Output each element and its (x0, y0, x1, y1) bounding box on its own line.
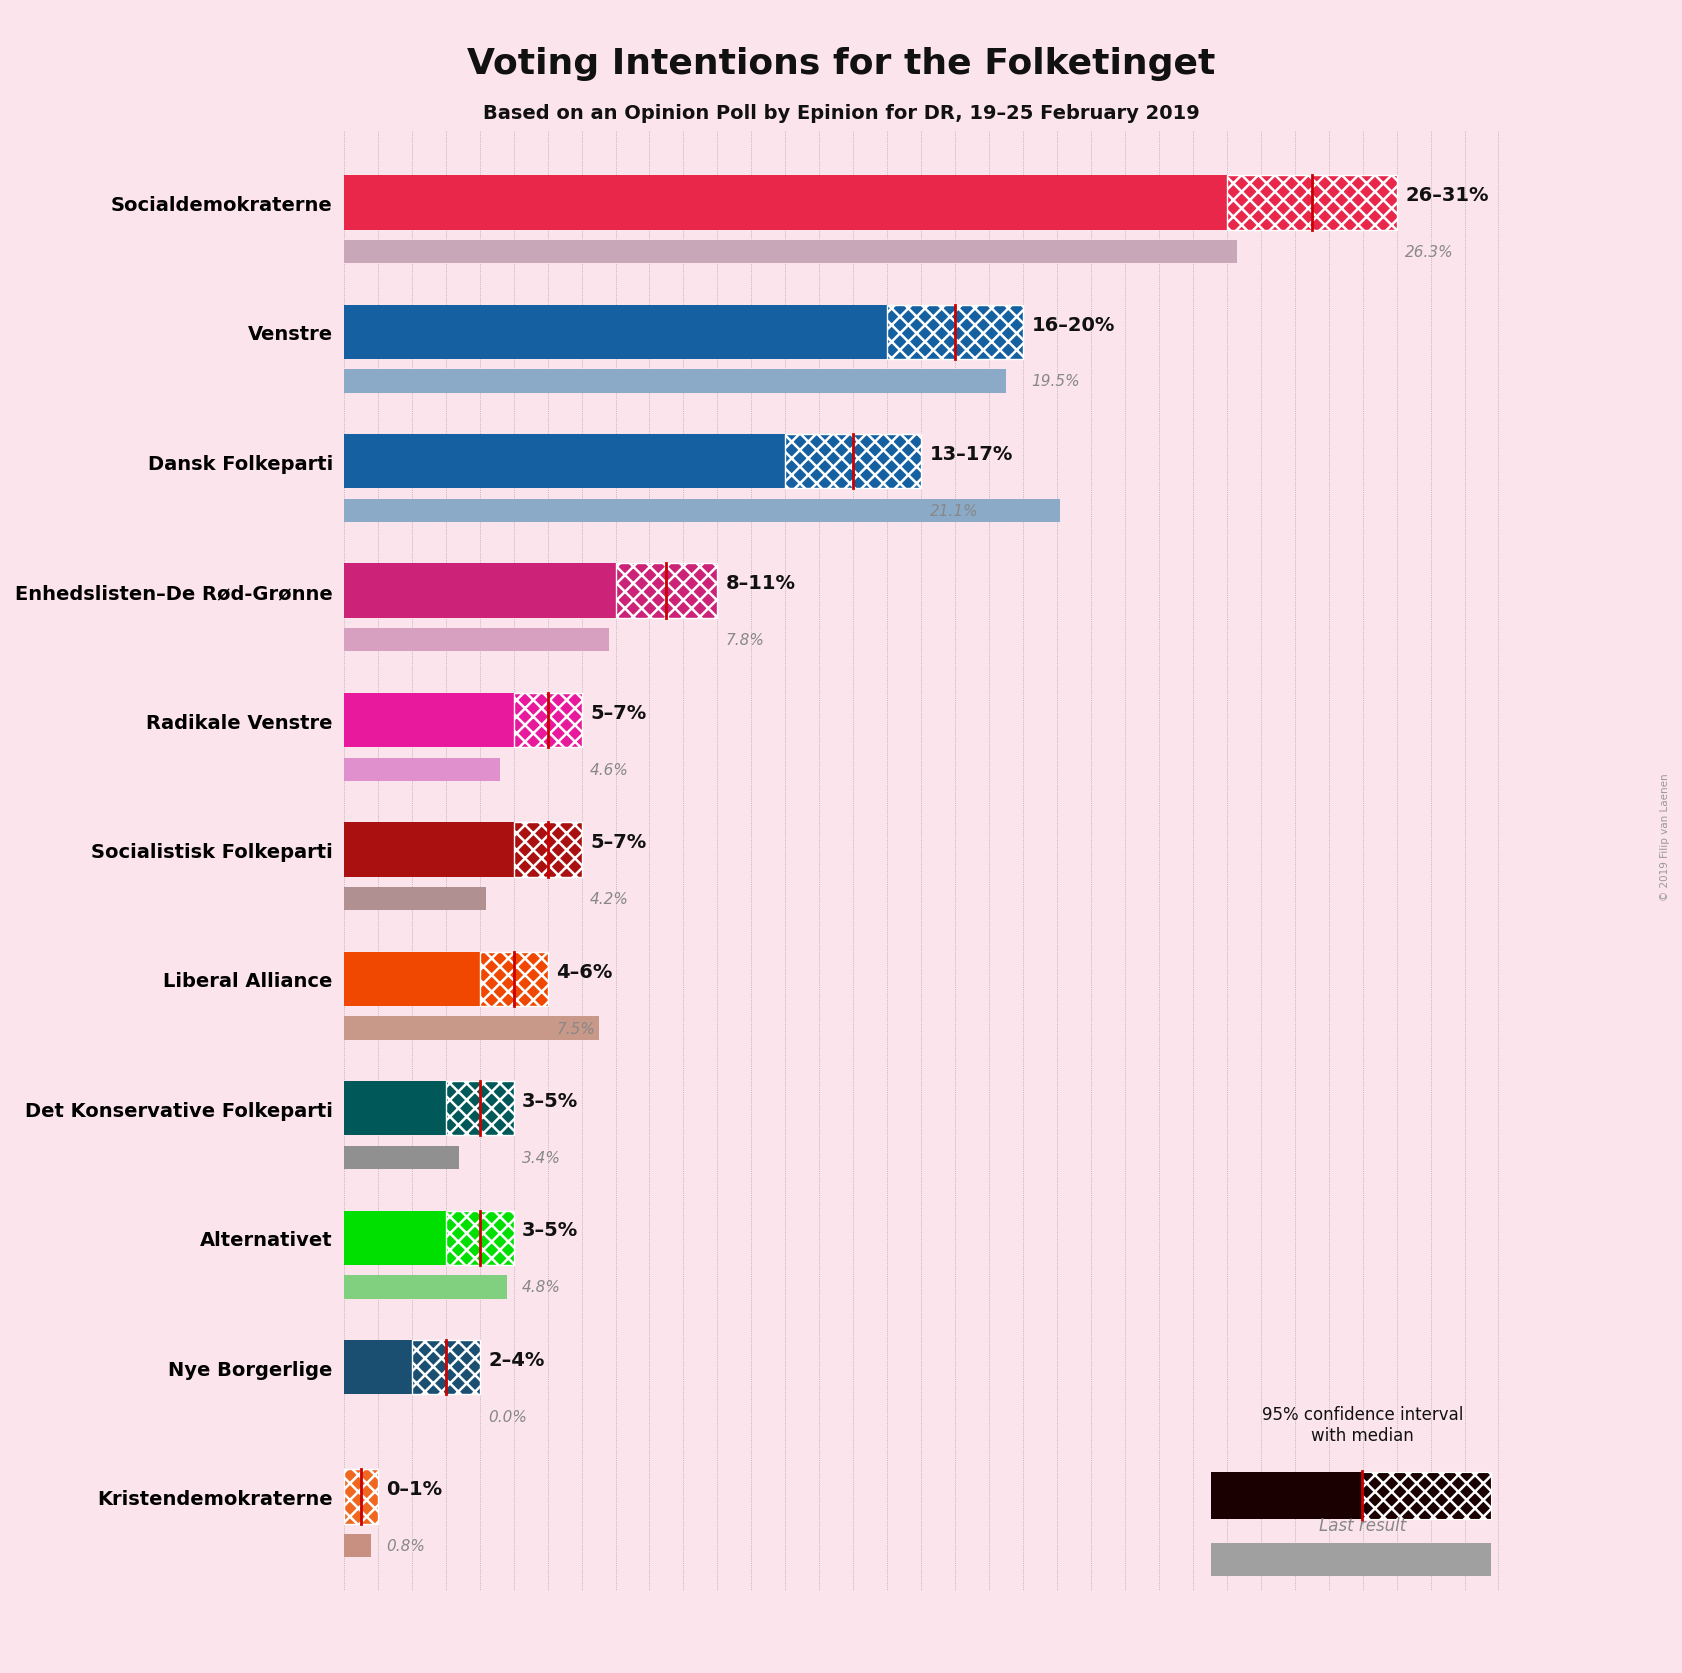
Bar (446, 1081, 513, 1136)
Text: 2–4%: 2–4% (488, 1350, 545, 1369)
Bar (1362, 1472, 1490, 1519)
Bar (343, 1146, 459, 1169)
Text: 7.5%: 7.5% (557, 1021, 595, 1036)
Bar (1226, 176, 1396, 231)
Bar (1211, 1472, 1362, 1519)
Bar (343, 1081, 446, 1136)
Text: 8–11%: 8–11% (727, 574, 796, 592)
Bar (479, 952, 548, 1007)
Text: 95% confidence interval
with median: 95% confidence interval with median (1262, 1405, 1463, 1444)
Bar (343, 823, 513, 877)
Bar (1362, 1472, 1490, 1519)
Text: 7.8%: 7.8% (727, 632, 765, 647)
Bar (785, 435, 922, 489)
Bar (343, 1469, 378, 1524)
Bar (343, 629, 609, 652)
Text: 4.6%: 4.6% (590, 763, 629, 778)
Bar (343, 1211, 446, 1265)
Bar (343, 1017, 599, 1041)
Bar (886, 306, 1023, 360)
Text: 4.2%: 4.2% (590, 892, 629, 907)
Text: Voting Intentions for the Folketinget: Voting Intentions for the Folketinget (468, 47, 1214, 80)
Bar (343, 370, 1006, 393)
Text: Last result: Last result (1319, 1516, 1406, 1534)
Bar (343, 1469, 378, 1524)
Bar (343, 306, 886, 360)
Bar (1226, 176, 1396, 231)
Bar (343, 952, 479, 1007)
Bar (343, 693, 513, 748)
Bar (479, 952, 548, 1007)
Bar (343, 758, 500, 781)
Bar (785, 435, 922, 489)
Bar (412, 1340, 479, 1395)
Text: 4.8%: 4.8% (521, 1280, 562, 1295)
Text: 0.0%: 0.0% (488, 1409, 526, 1424)
Bar (343, 176, 1226, 231)
Text: 13–17%: 13–17% (930, 445, 1013, 463)
Bar (886, 306, 1023, 360)
Bar (343, 500, 1060, 522)
Bar (513, 823, 582, 877)
Text: 21.1%: 21.1% (930, 504, 979, 519)
Text: 3.4%: 3.4% (521, 1151, 562, 1166)
Text: © 2019 Filip van Laenen: © 2019 Filip van Laenen (1660, 773, 1670, 900)
Bar (343, 1534, 372, 1558)
Bar (513, 693, 582, 748)
Bar (616, 564, 718, 619)
Text: 0–1%: 0–1% (387, 1479, 442, 1499)
Text: 5–7%: 5–7% (590, 703, 646, 723)
Text: 4–6%: 4–6% (557, 962, 612, 980)
Bar (343, 435, 785, 489)
Text: 5–7%: 5–7% (590, 833, 646, 852)
Bar (412, 1340, 479, 1395)
Bar (343, 1275, 506, 1298)
Bar (343, 241, 1236, 264)
Text: 26.3%: 26.3% (1404, 244, 1453, 259)
Bar (343, 887, 486, 910)
Bar (446, 1081, 513, 1136)
Text: 26–31%: 26–31% (1404, 186, 1489, 206)
Text: 19.5%: 19.5% (1031, 375, 1080, 390)
Bar (513, 823, 582, 877)
Bar (513, 693, 582, 748)
Text: Based on an Opinion Poll by Epinion for DR, 19–25 February 2019: Based on an Opinion Poll by Epinion for … (483, 104, 1199, 122)
Text: 0.8%: 0.8% (387, 1537, 426, 1553)
Bar (616, 564, 718, 619)
Text: 3–5%: 3–5% (521, 1221, 579, 1240)
Bar (343, 564, 616, 619)
Bar (446, 1211, 513, 1265)
Text: 3–5%: 3–5% (521, 1091, 579, 1111)
Bar (343, 1340, 412, 1395)
Bar (446, 1211, 513, 1265)
Text: 16–20%: 16–20% (1031, 315, 1115, 335)
Bar (1211, 1543, 1490, 1576)
